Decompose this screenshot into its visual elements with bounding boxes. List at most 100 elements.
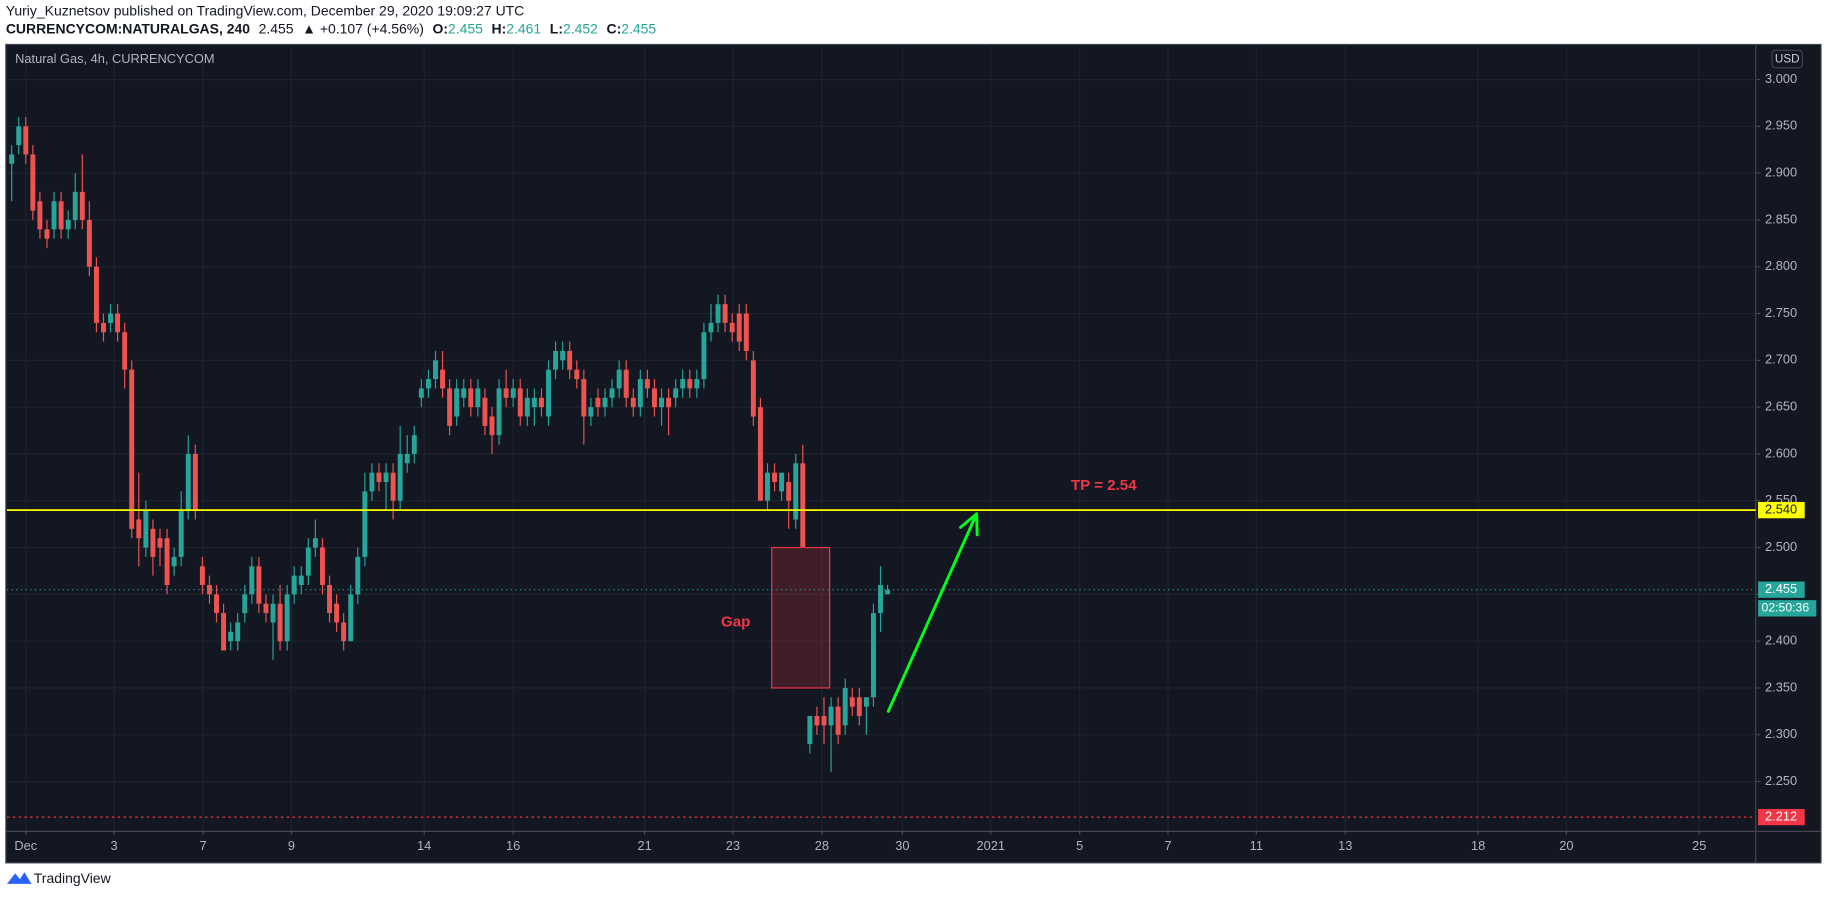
candle-body	[312, 538, 318, 548]
change: ▲ +0.107 (+4.56%)	[302, 20, 424, 36]
candle-body	[65, 219, 71, 230]
x-tick-label: 3	[111, 838, 118, 853]
candle-body	[807, 716, 813, 745]
candle-body	[164, 538, 170, 585]
candle-body	[553, 350, 559, 370]
candle-body	[206, 584, 212, 595]
candle-body	[743, 313, 749, 351]
level-label: 2.212	[1765, 809, 1797, 824]
x-tick-label: 21	[637, 838, 651, 853]
candle-body	[715, 304, 721, 323]
y-tick-label: 3.000	[1765, 71, 1797, 86]
candle-body	[263, 603, 269, 614]
y-tick-label: 2.750	[1765, 305, 1797, 320]
level-tag	[1758, 808, 1805, 826]
x-tick-label: 23	[726, 838, 740, 853]
x-tick-label: 5	[1076, 838, 1083, 853]
candle-body	[150, 528, 156, 557]
low-value: 2.452	[563, 20, 598, 36]
brand: TradingView	[34, 870, 112, 886]
candle-body	[383, 472, 389, 483]
x-tick-label: 7	[1164, 838, 1171, 853]
candle-body	[433, 360, 438, 380]
x-tick-label: 13	[1338, 838, 1352, 853]
candle-body	[16, 126, 22, 146]
candle-body	[729, 322, 735, 333]
candle-body	[560, 350, 566, 361]
candle-body	[489, 416, 495, 436]
candle-body	[228, 631, 234, 642]
x-tick-label: 18	[1471, 838, 1485, 853]
last-price-tag	[1758, 581, 1805, 598]
candle-body	[793, 463, 799, 520]
candle-body	[687, 379, 693, 389]
candle-body	[319, 547, 325, 585]
x-tick-label: 14	[417, 838, 431, 853]
x-tick-label: 9	[288, 838, 295, 853]
candle-body	[701, 332, 707, 380]
candle-body	[270, 603, 276, 623]
candle-body	[355, 556, 361, 595]
last-price: 2.455	[259, 20, 294, 36]
candle-body	[51, 201, 57, 230]
candle-body	[454, 388, 460, 417]
candle-body	[171, 556, 177, 567]
symbol-line: CURRENCYCOM:NATURALGAS, 240 2.455 ▲ +0.1…	[6, 20, 657, 36]
candle-body	[637, 379, 643, 408]
low-label: L:	[550, 20, 563, 36]
candle-body	[256, 566, 262, 604]
candle-body	[651, 388, 657, 408]
candle-body	[772, 472, 778, 483]
x-tick-label: 25	[1692, 838, 1706, 853]
candle-body	[411, 435, 417, 454]
y-tick-label: 2.850	[1765, 211, 1797, 226]
candle-body	[835, 706, 841, 735]
candle-body	[58, 201, 64, 230]
candle-body	[885, 589, 891, 595]
candle-body	[623, 369, 629, 398]
candle-body	[30, 154, 36, 211]
y-tick-label: 2.700	[1765, 352, 1797, 367]
candle-body	[524, 397, 530, 417]
candle-body	[863, 697, 869, 707]
candle-body	[722, 304, 728, 323]
candle-body	[277, 603, 283, 642]
candle-body	[425, 379, 431, 389]
candle-body	[680, 379, 686, 389]
candle-body	[878, 584, 883, 614]
candle-body	[108, 313, 114, 323]
x-tick-label: Dec	[14, 838, 37, 853]
candle-body	[199, 566, 205, 585]
x-tick-label: 20	[1559, 838, 1573, 853]
candle-body	[517, 388, 523, 417]
candle-body	[291, 575, 297, 595]
candle-body	[482, 397, 488, 426]
candle-body	[757, 407, 763, 501]
candle-body	[609, 388, 615, 398]
y-tick-label: 2.300	[1765, 726, 1797, 741]
open-label: O:	[432, 20, 448, 36]
candle-body	[284, 594, 290, 642]
candle-body	[595, 397, 601, 408]
candle-body	[404, 453, 410, 464]
candle-body	[821, 716, 827, 726]
countdown-label: 02:50:36	[1762, 601, 1810, 615]
candle-body	[115, 313, 121, 333]
candle-body	[214, 594, 219, 614]
candle-body	[666, 397, 672, 408]
currency-box[interactable]	[1771, 49, 1803, 69]
candle-body	[461, 388, 467, 398]
candle-body	[178, 510, 184, 557]
close-value: 2.455	[621, 20, 656, 36]
candle-body	[376, 472, 382, 483]
x-tick-label: 30	[895, 838, 909, 853]
candle-body	[644, 379, 650, 389]
chart-title: Natural Gas, 4h, CURRENCYCOM	[15, 51, 214, 66]
y-tick-label: 2.350	[1765, 679, 1797, 694]
candle-body	[192, 453, 198, 511]
y-tick-label: 2.900	[1765, 165, 1797, 180]
candle-body	[510, 388, 516, 398]
candle-body	[786, 482, 792, 501]
candle-body	[750, 360, 756, 417]
